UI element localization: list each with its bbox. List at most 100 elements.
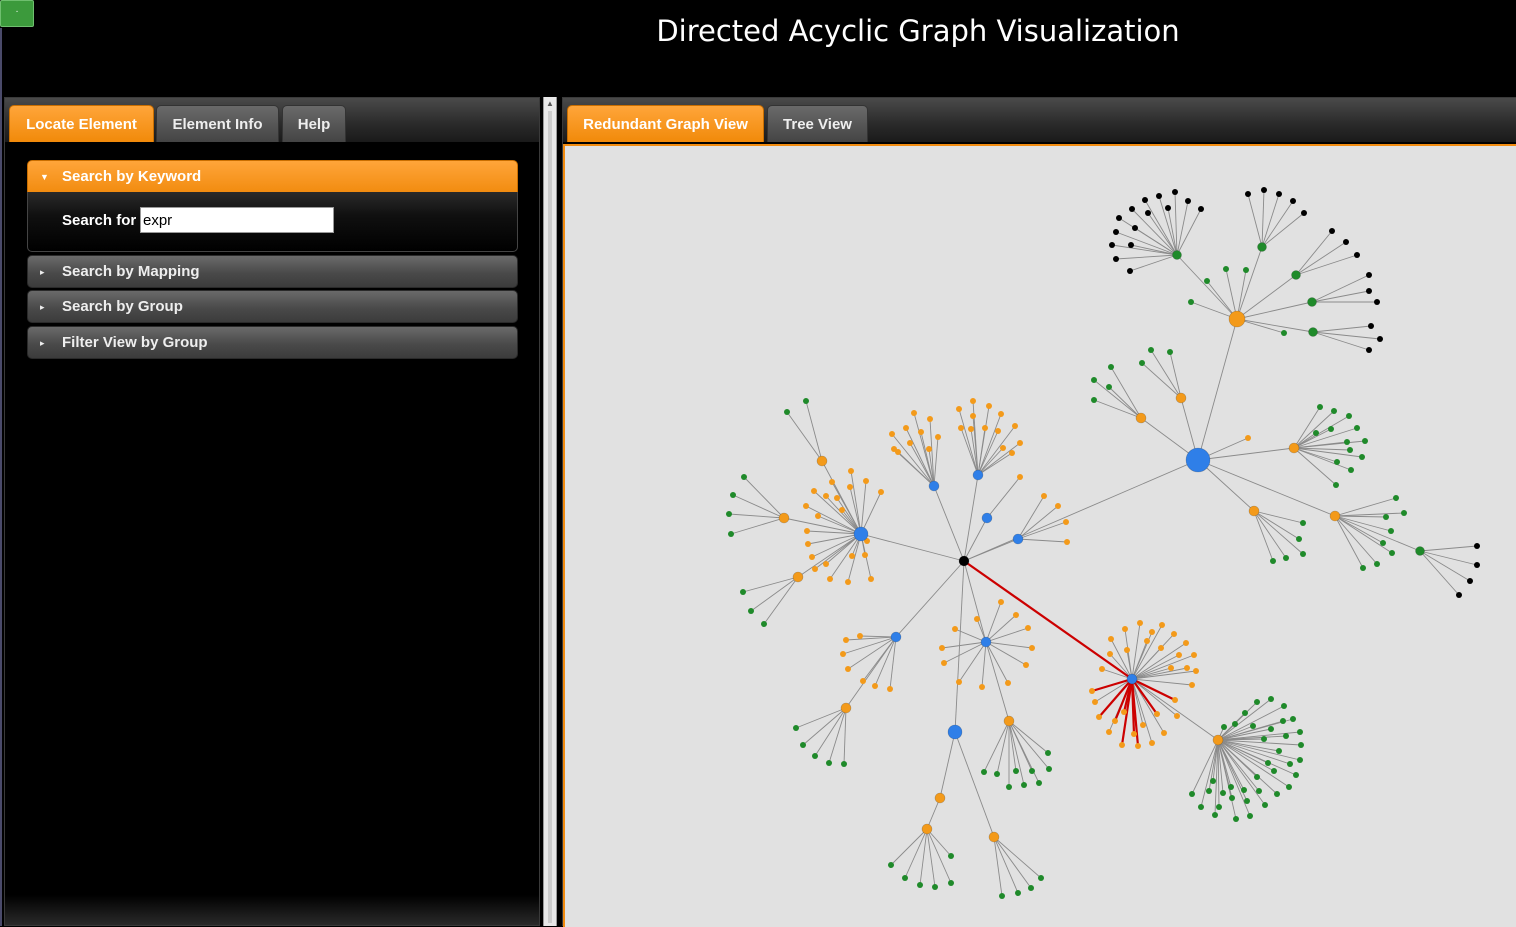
leaf-green-node[interactable] [1006, 784, 1012, 790]
leaf-black-node[interactable] [1366, 288, 1372, 294]
leaf-green-node[interactable] [1223, 266, 1229, 272]
leaf-orange-node[interactable] [1112, 718, 1118, 724]
leaf-green-node[interactable] [1287, 761, 1293, 767]
leaf-green-node[interactable] [1029, 768, 1035, 774]
leaf-green-node[interactable] [800, 742, 806, 748]
leaf-orange-node[interactable] [1122, 626, 1128, 632]
leaf-orange-node[interactable] [1121, 709, 1127, 715]
graph-canvas[interactable] [563, 144, 1516, 927]
leaf-black-node[interactable] [1165, 205, 1171, 211]
leaf-orange-node[interactable] [823, 493, 829, 499]
leaf-orange-node[interactable] [958, 425, 964, 431]
leaf-green-node[interactable] [1244, 798, 1250, 804]
leaf-orange-node[interactable] [1119, 742, 1125, 748]
leaf-black-node[interactable] [1368, 323, 1374, 329]
leaf-orange-node[interactable] [952, 626, 958, 632]
leaf-green-node[interactable] [1013, 768, 1019, 774]
leaf-green-node[interactable] [1296, 536, 1302, 542]
leaf-green-node[interactable] [1270, 558, 1276, 564]
leaf-black-node[interactable] [1354, 252, 1360, 258]
leaf-green-node[interactable] [1276, 748, 1282, 754]
green-hub-node[interactable] [1257, 242, 1267, 252]
leaf-orange-node[interactable] [840, 651, 846, 657]
leaf-green-node[interactable] [1331, 408, 1337, 414]
leaf-black-node[interactable] [1145, 210, 1151, 216]
leaf-orange-node[interactable] [1191, 652, 1197, 658]
leaf-green-node[interactable] [932, 884, 938, 890]
leaf-orange-node[interactable] [1096, 714, 1102, 720]
leaf-orange-node[interactable] [803, 503, 809, 509]
leaf-green-node[interactable] [1216, 804, 1222, 810]
orange-hub-node[interactable] [778, 512, 790, 524]
leaf-orange-node[interactable] [1171, 631, 1177, 637]
leaf-orange-node[interactable] [956, 679, 962, 685]
graph-svg[interactable] [565, 146, 1516, 927]
leaf-black-node[interactable] [1343, 239, 1349, 245]
leaf-green-node[interactable] [1232, 721, 1238, 727]
tab-help[interactable]: Help [282, 105, 346, 142]
scrollbar-track[interactable] [548, 111, 552, 923]
leaf-green-node[interactable] [1242, 710, 1248, 716]
leaf-orange-node[interactable] [891, 446, 897, 452]
leaf-orange-node[interactable] [1092, 699, 1098, 705]
orange-hub-node[interactable] [988, 831, 1000, 843]
leaf-black-node[interactable] [1456, 592, 1462, 598]
leaf-black-node[interactable] [1374, 299, 1380, 305]
leaf-orange-node[interactable] [1000, 445, 1006, 451]
leaf-black-node[interactable] [1261, 187, 1267, 193]
leaf-green-node[interactable] [1354, 425, 1360, 431]
leaf-orange-node[interactable] [1149, 740, 1155, 746]
leaf-orange-node[interactable] [1005, 680, 1011, 686]
leaf-orange-node[interactable] [847, 484, 853, 490]
leaf-black-node[interactable] [1366, 272, 1372, 278]
leaf-green-node[interactable] [726, 511, 732, 517]
leaf-green-node[interactable] [1317, 404, 1323, 410]
leaf-orange-node[interactable] [1064, 539, 1070, 545]
leaf-orange-node[interactable] [1023, 662, 1029, 668]
leaf-green-node[interactable] [981, 769, 987, 775]
blue-hub-node[interactable] [972, 469, 984, 481]
leaf-green-node[interactable] [1346, 413, 1352, 419]
leaf-orange-node[interactable] [911, 410, 917, 416]
leaf-orange-node[interactable] [1184, 665, 1190, 671]
leaf-orange-node[interactable] [1063, 519, 1069, 525]
leaf-orange-node[interactable] [956, 406, 962, 412]
leaf-green-node[interactable] [1204, 278, 1210, 284]
leaf-green-node[interactable] [1167, 349, 1173, 355]
leaf-orange-node[interactable] [918, 429, 924, 435]
blue-hub-node[interactable] [1012, 533, 1024, 545]
leaf-green-node[interactable] [1290, 716, 1296, 722]
root-node[interactable] [958, 555, 970, 567]
green-hub-node[interactable] [1291, 270, 1301, 280]
leaf-orange-node[interactable] [1099, 666, 1105, 672]
leaf-green-node[interactable] [1188, 299, 1194, 305]
leaf-green-node[interactable] [1388, 528, 1394, 534]
leaf-black-node[interactable] [1276, 191, 1282, 197]
leaf-black-node[interactable] [1129, 206, 1135, 212]
leaf-orange-node[interactable] [1154, 711, 1160, 717]
leaf-orange-node[interactable] [1159, 622, 1165, 628]
accordion-search-by-group[interactable]: ▸ Search by Group [27, 290, 518, 323]
leaf-green-node[interactable] [1280, 718, 1286, 724]
leaf-orange-node[interactable] [809, 554, 815, 560]
leaf-green-node[interactable] [1401, 510, 1407, 516]
leaf-orange-node[interactable] [845, 579, 851, 585]
accordion-filter-view-by-group[interactable]: ▸ Filter View by Group [27, 326, 518, 359]
leaf-green-node[interactable] [1283, 733, 1289, 739]
leaf-green-node[interactable] [1254, 774, 1260, 780]
leaf-green-node[interactable] [902, 875, 908, 881]
leaf-orange-node[interactable] [815, 513, 821, 519]
leaf-green-node[interactable] [1383, 514, 1389, 520]
leaf-orange-node[interactable] [1149, 629, 1155, 635]
leaf-orange-node[interactable] [935, 434, 941, 440]
leaf-green-node[interactable] [761, 621, 767, 627]
leaf-orange-node[interactable] [848, 468, 854, 474]
leaf-black-node[interactable] [1245, 191, 1251, 197]
leaf-orange-node[interactable] [878, 489, 884, 495]
leaf-green-node[interactable] [948, 880, 954, 886]
leaf-green-node[interactable] [999, 893, 1005, 899]
leaf-orange-node[interactable] [843, 637, 849, 643]
leaf-green-node[interactable] [1210, 778, 1216, 784]
leaf-black-node[interactable] [1113, 229, 1119, 235]
leaf-green-node[interactable] [994, 771, 1000, 777]
